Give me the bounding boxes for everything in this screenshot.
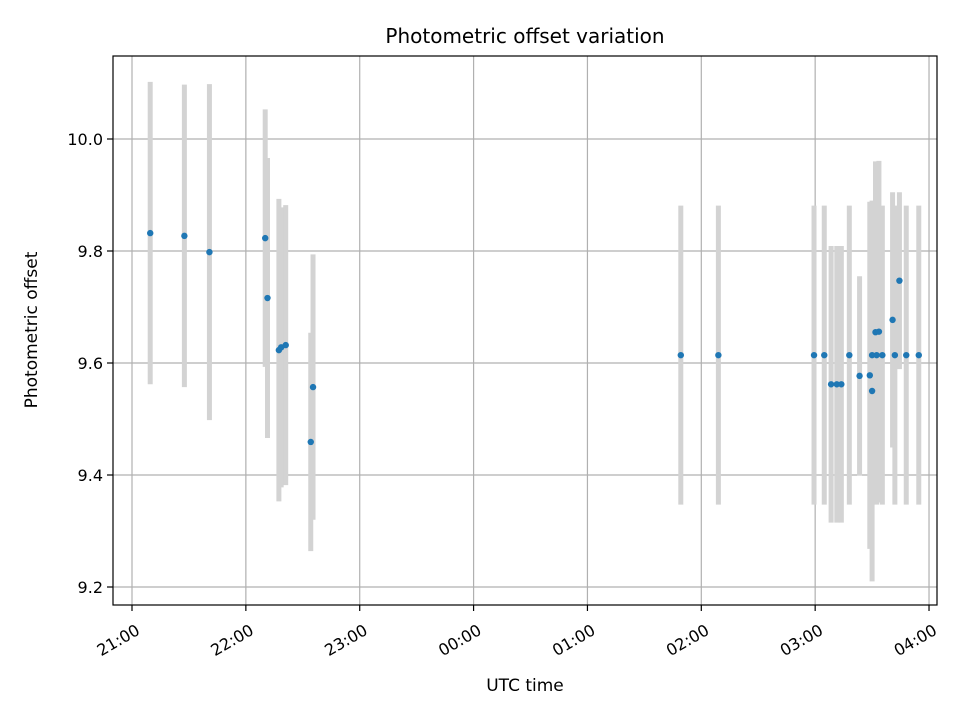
data-point bbox=[307, 438, 314, 446]
data-point bbox=[879, 351, 886, 359]
y-tick-label: 9.6 bbox=[78, 354, 103, 373]
data-point bbox=[309, 383, 317, 391]
data-point bbox=[875, 328, 883, 335]
grid bbox=[113, 56, 937, 605]
x-axis-title: UTC time bbox=[486, 676, 564, 696]
data-point bbox=[821, 351, 828, 359]
data-point bbox=[262, 234, 269, 242]
y-axis-title: Photometric offset bbox=[22, 251, 42, 408]
data-point bbox=[206, 248, 213, 256]
data-point bbox=[889, 316, 896, 324]
data-points bbox=[147, 229, 922, 446]
data-point bbox=[838, 381, 845, 388]
data-point bbox=[833, 381, 840, 388]
data-point bbox=[868, 351, 876, 359]
plot-frame bbox=[112, 55, 938, 606]
data-point bbox=[264, 294, 271, 302]
y-axis: 9.2 9.4 9.6 9.8 10.0 bbox=[67, 130, 113, 597]
data-point bbox=[915, 351, 922, 359]
data-point bbox=[677, 351, 685, 359]
y-tick-label: 10.0 bbox=[67, 130, 103, 149]
data-point bbox=[896, 277, 903, 284]
data-point bbox=[903, 351, 910, 359]
data-point bbox=[866, 372, 874, 379]
data-point bbox=[147, 229, 154, 237]
data-point bbox=[810, 351, 818, 359]
data-point bbox=[846, 351, 853, 359]
data-point bbox=[827, 381, 835, 388]
data-point bbox=[873, 351, 880, 359]
y-tick-label: 9.2 bbox=[78, 578, 103, 597]
data-point bbox=[181, 232, 188, 240]
data-point bbox=[868, 387, 876, 395]
y-tick-label: 9.4 bbox=[78, 466, 103, 485]
y-tick-label: 9.8 bbox=[78, 242, 103, 261]
chart-title: Photometric offset variation bbox=[385, 24, 664, 48]
data-point bbox=[715, 351, 722, 359]
data-point bbox=[282, 341, 289, 349]
data-point bbox=[856, 372, 863, 380]
data-point bbox=[891, 351, 899, 359]
